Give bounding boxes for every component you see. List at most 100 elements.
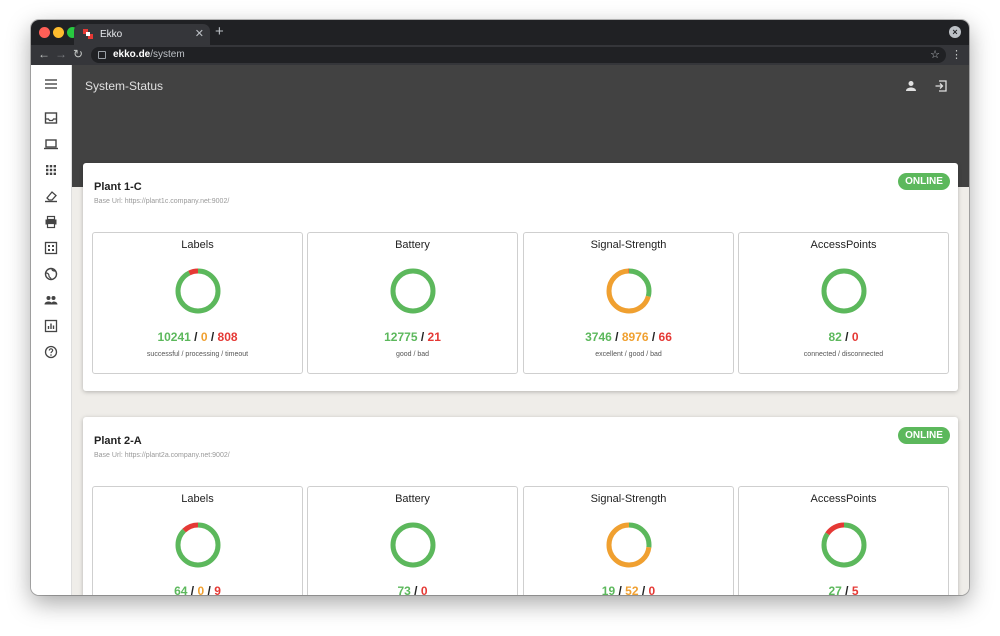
metric-value: 73	[397, 584, 411, 595]
donut-segment	[175, 268, 221, 314]
plant-name: Plant 2-A	[94, 435, 142, 447]
metric-value: 82	[828, 330, 842, 344]
eraser-icon[interactable]	[43, 188, 59, 204]
separator: /	[841, 330, 852, 344]
laptop-icon[interactable]	[43, 136, 59, 152]
bookmark-star-icon[interactable]: ☆	[930, 49, 940, 61]
globe-icon[interactable]	[43, 266, 59, 282]
metric-panel-accesspoints: AccessPoints 82 / 0 connected / disconnect…	[738, 232, 949, 374]
tab-bar: Ekko ✕ + ×	[31, 20, 969, 45]
metric-value: 10241	[157, 330, 191, 344]
close-window-button[interactable]	[39, 27, 50, 38]
plant-card: Plant 1-C Base Url: https://plant1c.compa…	[83, 163, 958, 391]
separator: /	[841, 584, 852, 595]
metric-panel-signal-strength: Signal-Strength 3746 / 8976 / 66 excellent…	[523, 232, 734, 374]
lock-icon	[98, 51, 106, 59]
metric-values: 64 / 0 / 9	[93, 584, 302, 595]
forward-icon[interactable]: →	[55, 47, 67, 61]
metric-value: 808	[217, 330, 238, 344]
metric-value: 21	[427, 330, 441, 344]
metric-panel-battery: Battery 12775 / 21 good / bad	[307, 232, 518, 374]
metric-title: AccessPoints	[810, 493, 877, 505]
metric-title: Labels	[181, 239, 214, 251]
extension-icon[interactable]: ×	[949, 26, 961, 38]
donut-segment	[390, 268, 436, 314]
separator: /	[190, 330, 201, 344]
donut-chart	[821, 268, 867, 314]
separator: /	[207, 330, 218, 344]
reload-icon[interactable]: ↻	[73, 47, 84, 61]
inbox-icon[interactable]	[43, 110, 59, 126]
donut-chart	[390, 268, 436, 314]
chart-icon[interactable]	[43, 318, 59, 334]
page-title: System-Status	[85, 79, 164, 93]
users-icon[interactable]	[43, 292, 59, 308]
donut-chart	[175, 268, 221, 314]
metric-value: 64	[174, 584, 188, 595]
ekko-logo-icon	[83, 29, 93, 39]
separator: /	[187, 584, 198, 595]
separator: /	[417, 330, 428, 344]
status-badge: ONLINE	[898, 427, 950, 444]
metric-title: Battery	[395, 493, 430, 505]
metric-values: 12775 / 21	[308, 330, 517, 344]
metric-value: 19	[601, 584, 616, 595]
base-url: Base Url: https://plant2a.company.net:90…	[94, 452, 230, 459]
browser-toolbar: ← → ↻ ekko.de/system ☆ ⋮	[31, 45, 969, 65]
metric-values: 82 / 0	[739, 330, 948, 344]
url-path: /system	[150, 49, 185, 60]
metric-title: Signal-Strength	[590, 239, 667, 251]
help-icon[interactable]	[43, 344, 59, 360]
main-content: System-Status Plant 1-C Base Url: https:/…	[72, 65, 969, 595]
base-url: Base Url: https://plant1c.company.net:90…	[94, 198, 230, 205]
minimize-window-button[interactable]	[53, 27, 64, 38]
menu-icon[interactable]	[43, 76, 59, 92]
metric-captions: connected / disconnected	[803, 351, 884, 358]
metric-captions: successful / processing / timeout	[146, 351, 249, 358]
metric-value: 5	[851, 584, 859, 595]
new-tab-icon[interactable]: +	[215, 23, 224, 40]
metric-value: 0	[648, 584, 656, 595]
metric-value: 52	[625, 584, 639, 595]
status-badge: ONLINE	[898, 173, 950, 190]
url-domain: ekko.de	[113, 49, 151, 60]
dashboard-icon[interactable]	[43, 240, 59, 256]
metric-captions: good / bad	[395, 351, 430, 358]
metric-values: 3746 / 8976 / 66	[524, 330, 733, 344]
metric-value: 27	[828, 584, 842, 595]
browser-menu-icon[interactable]: ⋮	[951, 49, 962, 61]
donut-chart	[606, 268, 652, 314]
metric-panel-labels: Labels 10241 / 0 / 808 successful / proces…	[92, 232, 303, 374]
metric-values: 19 / 52 / 0	[524, 584, 733, 595]
apps-icon[interactable]	[43, 162, 59, 178]
back-icon[interactable]: ←	[38, 47, 50, 61]
donut-segment	[606, 522, 652, 568]
metric-value: 9	[214, 584, 221, 595]
close-tab-icon[interactable]: ✕	[194, 28, 204, 40]
separator: /	[615, 584, 626, 595]
logout-icon[interactable]	[934, 79, 948, 93]
browser-tab[interactable]: Ekko ✕	[74, 24, 210, 45]
metric-value: 8976	[621, 330, 649, 344]
metric-title: Signal-Strength	[590, 493, 667, 505]
account-icon[interactable]	[904, 79, 918, 93]
metric-captions: excellent / good / bad	[595, 351, 662, 358]
metric-value: 3746	[585, 330, 612, 344]
donut-chart	[175, 522, 221, 568]
separator: /	[611, 330, 622, 344]
metric-value: 12775	[384, 330, 418, 344]
metric-value: 0	[851, 330, 859, 344]
donut-segment	[821, 268, 867, 314]
maximize-window-button[interactable]	[67, 27, 78, 38]
donut-segment	[175, 268, 221, 314]
tab-title: Ekko	[100, 29, 123, 40]
address-bar[interactable]: ekko.de/system ☆	[91, 47, 946, 63]
donut-segment	[390, 522, 436, 568]
metric-value: 0	[420, 584, 428, 595]
metric-title: Battery	[395, 239, 430, 251]
metric-value: 66	[658, 330, 672, 344]
printer-icon[interactable]	[43, 214, 59, 230]
